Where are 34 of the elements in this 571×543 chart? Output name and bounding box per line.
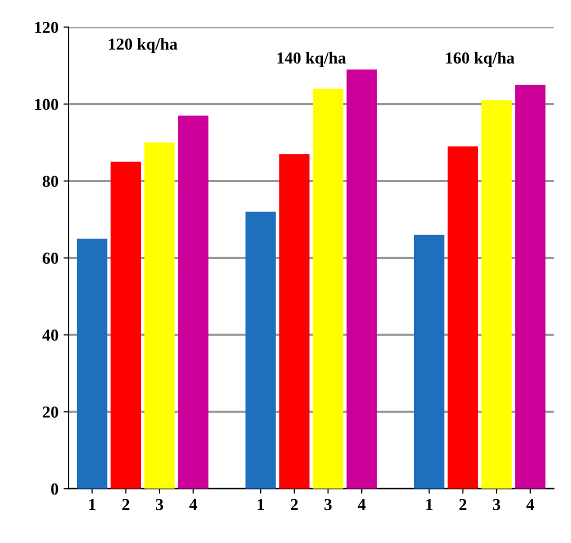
x-tick-label: 4 xyxy=(526,499,534,510)
x-tick-label: 4 xyxy=(358,499,366,510)
x-tick-label: 2 xyxy=(122,498,130,510)
y-tick-label: 80 xyxy=(42,176,58,187)
x-tick-label: 1 xyxy=(426,498,432,510)
bar xyxy=(76,238,108,489)
annotation: 160 kq/ha xyxy=(446,52,514,68)
bar xyxy=(245,212,276,489)
bar xyxy=(279,154,310,489)
annotation: 140 kq/ha xyxy=(278,52,346,68)
bar xyxy=(346,69,377,489)
bar xyxy=(414,234,444,489)
x-tick-label: 3 xyxy=(324,498,332,510)
y-tick-label: 60 xyxy=(42,252,58,264)
bar xyxy=(448,146,478,489)
x-tick-label: 4 xyxy=(189,499,198,510)
bar xyxy=(312,88,344,489)
y-tick-label: 40 xyxy=(42,330,58,341)
y-tick-label: 120 xyxy=(35,22,58,34)
x-tick-label: 2 xyxy=(459,498,466,510)
x-tick-label: 3 xyxy=(493,498,500,510)
x-tick-label: 1 xyxy=(258,498,264,510)
x-tick-label: 3 xyxy=(156,498,164,510)
y-tick-label: 100 xyxy=(35,98,58,110)
bar xyxy=(144,142,175,489)
annotation: 120 kq/ha xyxy=(109,38,178,54)
bar xyxy=(178,116,208,489)
bar xyxy=(110,162,141,489)
bar xyxy=(515,84,546,489)
y-tick-label: 20 xyxy=(42,406,58,418)
y-tick-label: 0 xyxy=(51,483,58,495)
bar xyxy=(481,100,512,489)
x-tick-label: 1 xyxy=(89,498,96,510)
x-tick-label: 2 xyxy=(290,498,298,510)
